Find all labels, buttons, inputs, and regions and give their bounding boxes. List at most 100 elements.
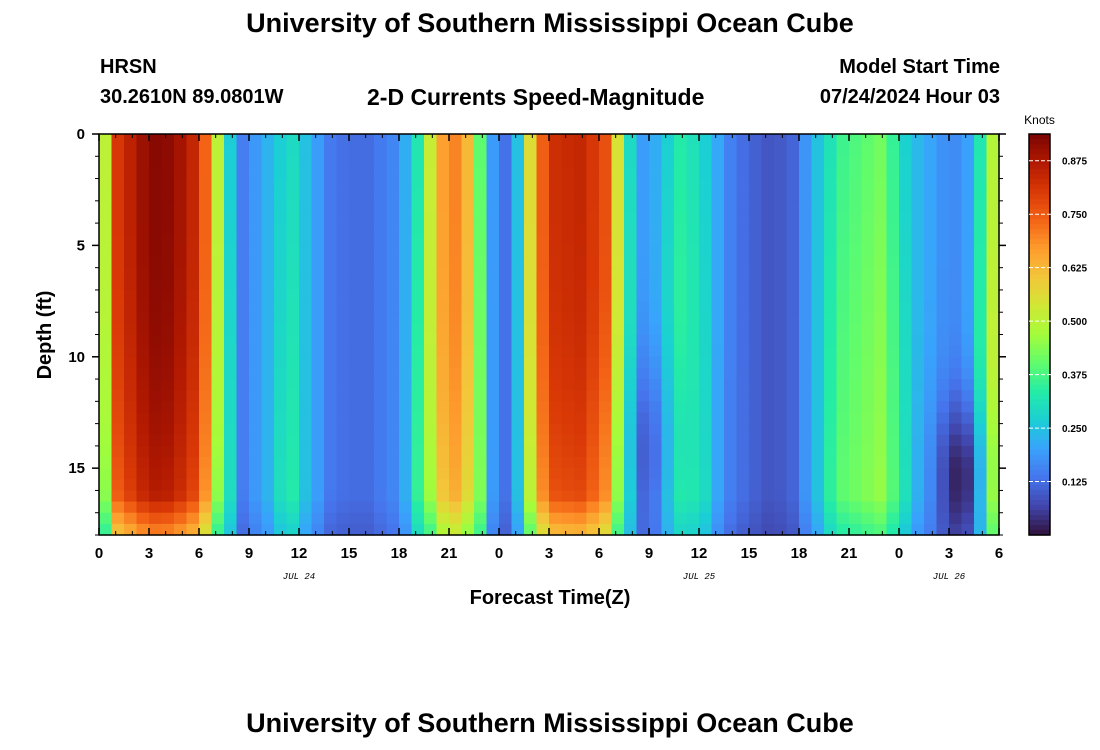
heatmap-cell — [674, 245, 688, 258]
heatmap-cell — [774, 468, 788, 480]
heatmap-cell — [511, 423, 525, 436]
heatmap-cell — [849, 334, 863, 347]
heatmap-cell — [111, 234, 125, 246]
heatmap-cell — [299, 523, 313, 536]
heatmap-cell — [636, 278, 650, 291]
heatmap-cell — [161, 189, 175, 202]
heatmap-cell — [424, 523, 438, 536]
heatmap-cell — [449, 379, 463, 391]
heatmap-cell — [536, 267, 550, 280]
heatmap-cell — [636, 445, 650, 458]
heatmap-cell — [824, 445, 838, 458]
heatmap-cell — [336, 278, 350, 291]
heatmap-cell — [424, 390, 438, 402]
heatmap-cell — [924, 178, 938, 191]
heatmap-cell — [224, 245, 238, 258]
heatmap-cell — [761, 278, 775, 291]
heatmap-cell — [636, 501, 650, 514]
heatmap-cell — [211, 211, 225, 224]
heatmap-cell — [736, 490, 750, 503]
heatmap-cell — [361, 134, 375, 146]
heatmap-cell — [461, 334, 475, 347]
heatmap-cell — [411, 367, 425, 380]
heatmap-cell — [561, 178, 575, 191]
heatmap-cell — [586, 345, 600, 358]
heatmap-cell — [549, 189, 563, 202]
heatmap-cell — [661, 490, 675, 503]
heatmap-cell — [849, 134, 863, 146]
heatmap-cell — [449, 245, 463, 258]
heatmap-cell — [911, 356, 925, 369]
heatmap-cell — [886, 245, 900, 258]
heatmap-cell — [499, 423, 513, 436]
heatmap-cell — [286, 267, 300, 280]
heatmap-cell — [661, 412, 675, 425]
heatmap-cell — [961, 490, 975, 503]
heatmap-cell — [211, 356, 225, 369]
heatmap-cell — [874, 323, 888, 336]
heatmap-cell — [361, 334, 375, 347]
heatmap-cell — [111, 167, 125, 180]
heatmap-cell — [299, 334, 313, 347]
heatmap-cell — [136, 211, 150, 224]
heatmap-cell — [436, 468, 450, 480]
heatmap-cell — [261, 200, 275, 213]
heatmap-cell — [324, 490, 338, 503]
heatmap-cell — [799, 356, 813, 369]
heatmap-cell — [474, 479, 488, 492]
heatmap-cell — [149, 200, 163, 213]
heatmap-cell — [324, 479, 338, 492]
heatmap-cell — [461, 156, 475, 169]
heatmap-cell — [224, 445, 238, 458]
heatmap-cell — [361, 356, 375, 369]
heatmap-cell — [836, 356, 850, 369]
heatmap-cell — [836, 211, 850, 224]
heatmap-cell — [761, 323, 775, 336]
heatmap-cell — [874, 523, 888, 536]
heatmap-cell — [299, 200, 313, 213]
heatmap-cell — [174, 457, 188, 469]
heatmap-cell — [724, 134, 738, 146]
heatmap-cell — [536, 200, 550, 213]
heatmap-cell — [249, 145, 263, 157]
heatmap-cell — [649, 479, 663, 492]
heatmap-cell — [824, 490, 838, 503]
heatmap-cell — [336, 301, 350, 313]
heatmap-cell — [774, 434, 788, 447]
heatmap-cell — [286, 312, 300, 324]
heatmap-cell — [899, 412, 913, 425]
heatmap-cell — [624, 457, 638, 469]
heatmap-cell — [111, 501, 125, 514]
heatmap-cell — [349, 334, 363, 347]
heatmap-cell — [424, 445, 438, 458]
heatmap-cell — [449, 223, 463, 235]
date-label: JUL 26 — [933, 572, 966, 582]
heatmap-cell — [611, 457, 625, 469]
heatmap-cell — [986, 267, 1000, 280]
heatmap-cell — [199, 156, 213, 169]
heatmap-cell — [386, 189, 400, 202]
heatmap-cell — [686, 512, 700, 525]
heatmap-cell — [761, 189, 775, 202]
heatmap-cell — [811, 457, 825, 469]
heatmap-cell — [336, 256, 350, 269]
heatmap-cell — [111, 523, 125, 536]
heatmap-cell — [811, 267, 825, 280]
heatmap-cell — [349, 156, 363, 169]
heatmap-cell — [261, 234, 275, 246]
heatmap-cell — [511, 200, 525, 213]
heatmap-cell — [274, 390, 288, 402]
heatmap-cell — [236, 434, 250, 447]
heatmap-cell — [961, 479, 975, 492]
heatmap-cell — [386, 345, 400, 358]
heatmap-cell — [886, 401, 900, 414]
heatmap-cell — [636, 167, 650, 180]
heatmap-cell — [774, 134, 788, 146]
heatmap-cell — [486, 245, 500, 258]
heatmap-cell — [311, 301, 325, 313]
heatmap-cell — [361, 256, 375, 269]
heatmap-cell — [436, 512, 450, 525]
heatmap-cell — [924, 345, 938, 358]
heatmap-cell — [561, 167, 575, 180]
heatmap-cell — [736, 423, 750, 436]
